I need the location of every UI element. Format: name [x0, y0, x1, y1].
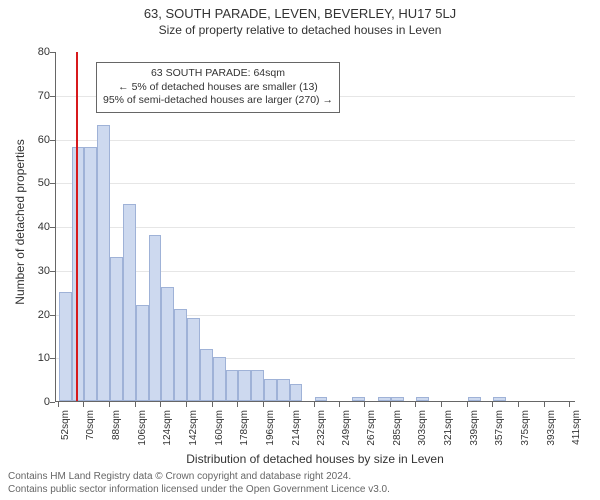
- footer-line-2: Contains public sector information licen…: [8, 483, 592, 496]
- y-tick-mark: [50, 52, 55, 53]
- histogram-bar: [174, 309, 187, 401]
- gridline: [56, 183, 575, 184]
- annotation-line: 63 SOUTH PARADE: 64sqm: [103, 67, 333, 81]
- x-axis-label: Distribution of detached houses by size …: [55, 452, 575, 466]
- histogram-bar: [378, 397, 391, 401]
- x-tick-mark: [186, 402, 187, 407]
- y-tick-label: 30: [20, 265, 50, 277]
- page-title: 63, SOUTH PARADE, LEVEN, BEVERLEY, HU17 …: [0, 6, 600, 21]
- y-tick-label: 60: [20, 134, 50, 146]
- x-tick-mark: [467, 402, 468, 407]
- x-tick-mark: [58, 402, 59, 407]
- histogram-bar: [200, 349, 213, 402]
- y-tick-mark: [50, 271, 55, 272]
- histogram-bar: [290, 384, 303, 402]
- x-tick-mark: [441, 402, 442, 407]
- plot-area: 63 SOUTH PARADE: 64sqm← 5% of detached h…: [55, 52, 575, 402]
- x-tick-mark: [415, 402, 416, 407]
- histogram-bar: [110, 257, 123, 401]
- reference-line: [76, 52, 78, 401]
- x-tick-mark: [135, 402, 136, 407]
- histogram-bar: [149, 235, 162, 401]
- histogram-bar: [315, 397, 326, 401]
- y-tick-mark: [50, 402, 55, 403]
- y-tick-mark: [50, 183, 55, 184]
- histogram-bar: [187, 318, 200, 401]
- annotation-box: 63 SOUTH PARADE: 64sqm← 5% of detached h…: [96, 62, 340, 113]
- x-tick-mark: [109, 402, 110, 407]
- x-tick-mark: [314, 402, 315, 407]
- x-tick-mark: [237, 402, 238, 407]
- histogram-bar: [251, 370, 264, 401]
- histogram-bar: [226, 370, 239, 401]
- histogram-bar: [72, 147, 85, 401]
- x-tick-mark: [83, 402, 84, 407]
- y-tick-label: 80: [20, 46, 50, 58]
- annotation-line: 95% of semi-detached houses are larger (…: [103, 94, 333, 108]
- x-tick-mark: [339, 402, 340, 407]
- y-tick-label: 10: [20, 352, 50, 364]
- x-tick-mark: [518, 402, 519, 407]
- x-tick-mark: [263, 402, 264, 407]
- x-tick-mark: [160, 402, 161, 407]
- histogram-bar: [213, 357, 226, 401]
- license-footer: Contains HM Land Registry data © Crown c…: [0, 467, 600, 496]
- y-tick-label: 70: [20, 90, 50, 102]
- histogram-bar: [264, 379, 277, 401]
- x-tick-mark: [364, 402, 365, 407]
- histogram-bar: [97, 125, 110, 401]
- y-tick-mark: [50, 227, 55, 228]
- histogram-bar: [136, 305, 149, 401]
- histogram-bar: [352, 397, 365, 401]
- page-subtitle: Size of property relative to detached ho…: [0, 23, 600, 37]
- y-tick-label: 0: [20, 396, 50, 408]
- x-tick-mark: [544, 402, 545, 407]
- histogram-bar: [468, 397, 481, 401]
- y-tick-mark: [50, 358, 55, 359]
- histogram-bar: [416, 397, 429, 401]
- x-tick-mark: [492, 402, 493, 407]
- y-tick-label: 20: [20, 309, 50, 321]
- annotation-line: ← 5% of detached houses are smaller (13): [103, 81, 333, 95]
- x-tick-mark: [569, 402, 570, 407]
- x-tick-mark: [390, 402, 391, 407]
- histogram-bar: [123, 204, 136, 401]
- y-tick-label: 50: [20, 177, 50, 189]
- histogram-bar: [238, 370, 251, 401]
- histogram-bar: [493, 397, 506, 401]
- histogram-bar: [391, 397, 404, 401]
- y-tick-mark: [50, 96, 55, 97]
- histogram-bar: [84, 147, 97, 401]
- x-tick-mark: [289, 402, 290, 407]
- histogram-bar: [59, 292, 72, 401]
- histogram-chart: Number of detached properties 63 SOUTH P…: [0, 37, 600, 467]
- footer-line-1: Contains HM Land Registry data © Crown c…: [8, 470, 592, 483]
- y-tick-label: 40: [20, 221, 50, 233]
- gridline: [56, 140, 575, 141]
- y-tick-mark: [50, 140, 55, 141]
- x-tick-mark: [212, 402, 213, 407]
- histogram-bar: [161, 287, 174, 401]
- y-tick-mark: [50, 315, 55, 316]
- histogram-bar: [277, 379, 290, 401]
